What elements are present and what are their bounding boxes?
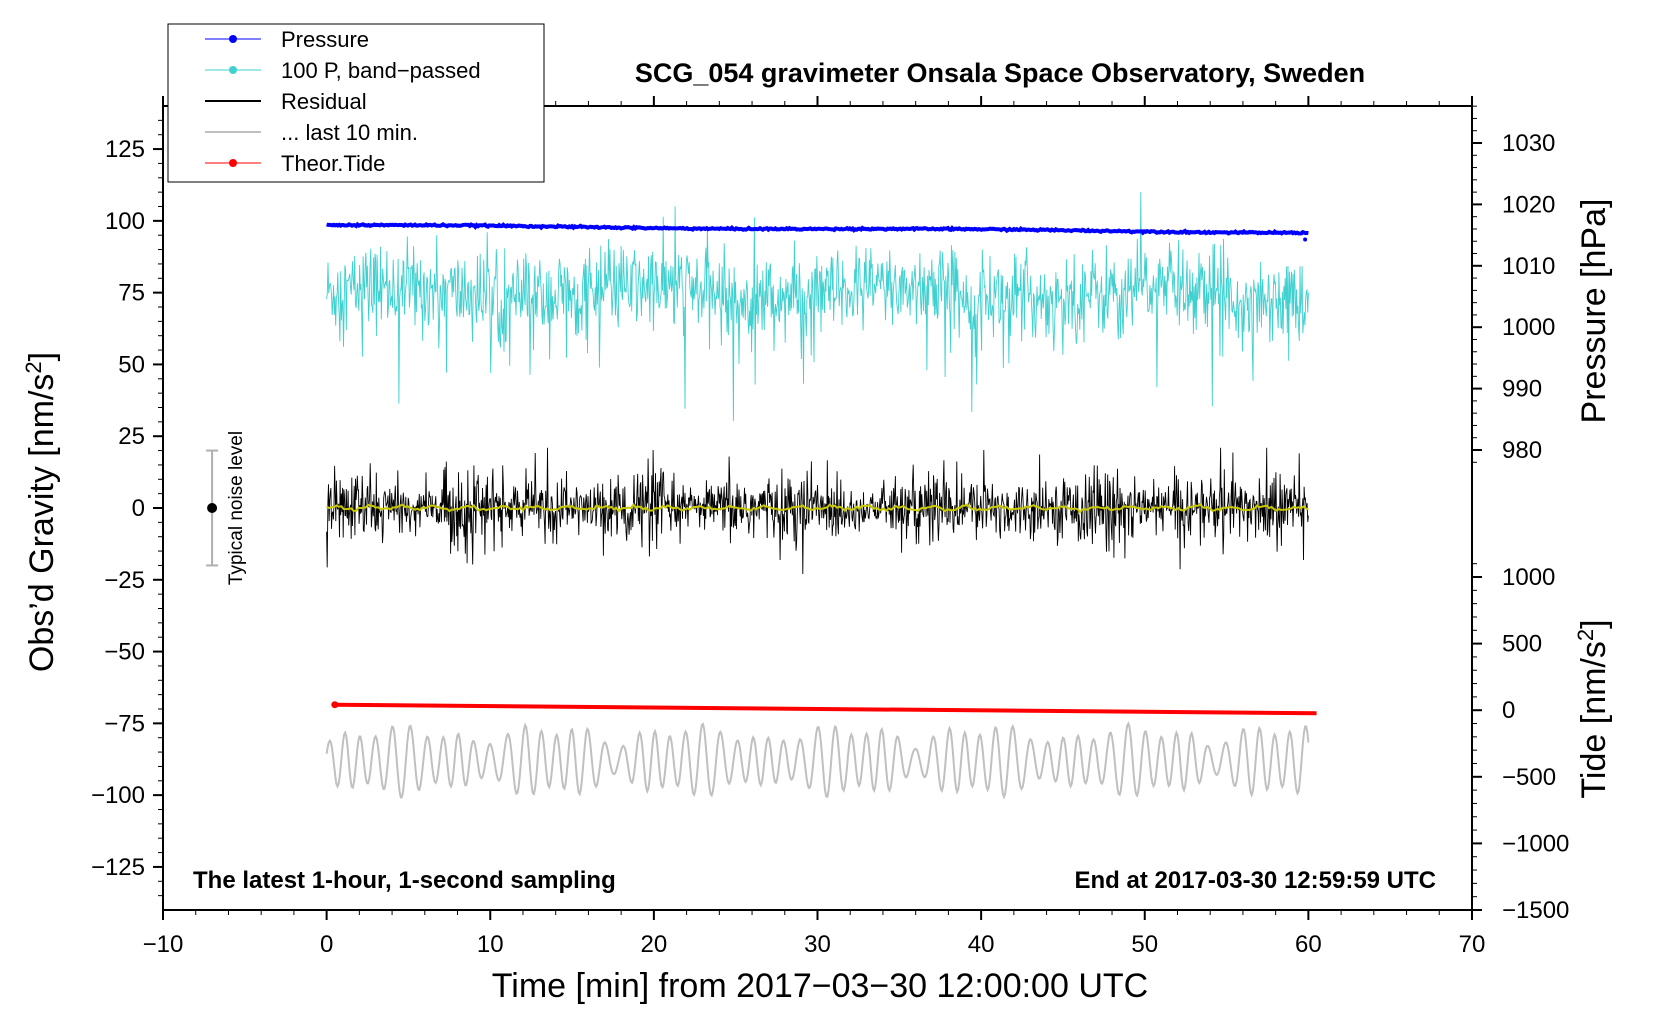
x-axis-ticks: −10 0 10 20 30 40 50 60 70 [143, 96, 1486, 958]
y-left-tick-label: 100 [105, 208, 145, 235]
noise-level-label: Typical noise level [226, 431, 247, 585]
tide-title-main: Tide [nm/s [1575, 641, 1613, 798]
legend-item-residual: Residual [205, 89, 367, 114]
x-tick-label: 60 [1295, 931, 1322, 958]
residual-series [326, 447, 1309, 575]
tide-tick-label: −1500 [1502, 897, 1569, 924]
y-left-tick-label: −25 [104, 567, 145, 594]
y-left-tick-label: −125 [91, 854, 145, 881]
y-left-tick-label: 25 [118, 423, 145, 450]
pressure-series [326, 221, 1309, 242]
pressure-tick-label: 1010 [1502, 253, 1555, 280]
pressure-tick-label: 1000 [1502, 314, 1555, 341]
tide-axis-title: Tide [nm/s2] [1573, 619, 1613, 798]
tide-tick-label: 1000 [1502, 564, 1555, 591]
bandpassed-line [326, 191, 1309, 421]
tide-tick-label: 0 [1502, 697, 1515, 724]
legend-residual-label: Residual [281, 89, 367, 114]
tide-title-sup: 2 [1573, 629, 1598, 641]
pressure-tick-label: 990 [1502, 376, 1542, 403]
x-tick-label: −10 [143, 931, 184, 958]
legend-tide-label: Theor.Tide [281, 151, 385, 176]
x-tick-label: 10 [477, 931, 504, 958]
x-tick-label: 0 [320, 931, 333, 958]
last10-line [325, 721, 1310, 800]
tide-tick-label: −1000 [1502, 830, 1569, 857]
pressure-axis-title: Pressure [hPa] [1575, 199, 1613, 424]
pressure-outlier-dot [1303, 237, 1308, 242]
smoothed-residual-line [326, 503, 1309, 514]
legend-item-last10: ... last 10 min. [205, 120, 418, 145]
pressure-tick-label: 1020 [1502, 191, 1555, 218]
y-left-title-sup: 2 [21, 361, 46, 373]
legend-pressure-dot [229, 35, 237, 43]
legend-tide-dot [229, 159, 237, 167]
note-right: End at 2017-03-30 12:59:59 UTC [1075, 867, 1437, 894]
y-left-tick-label: −75 [104, 710, 145, 737]
y-left-axis-title: Obs’d Gravity [nm/s2] [21, 352, 61, 672]
legend-item-pressure: Pressure [205, 27, 369, 52]
y-left-tick-label: 0 [132, 495, 145, 522]
bandpassed-series [326, 191, 1309, 421]
legend-last10-label: ... last 10 min. [281, 120, 418, 145]
legend-bandpassed-label: 100 P, band−passed [281, 58, 481, 83]
smoothed-residual-series [326, 503, 1309, 514]
note-left: The latest 1-hour, 1-second sampling [193, 867, 616, 894]
legend: Pressure 100 P, band−passed Residual ...… [167, 23, 545, 183]
pressure-axis-ticks: 1030 1020 1010 1000 990 980 [1472, 105, 1555, 464]
tide-title-end: ] [1575, 619, 1613, 628]
x-tick-label: 30 [804, 931, 831, 958]
y-left-tick-label: 75 [118, 280, 145, 307]
x-tick-label: 40 [968, 931, 995, 958]
tide-start-dot [331, 701, 339, 709]
chart-title: SCG_054 gravimeter Onsala Space Observat… [635, 58, 1365, 88]
legend-bandpassed-dot [229, 66, 237, 74]
y-left-tick-label: −50 [104, 639, 145, 666]
tide-tick-label: −500 [1502, 764, 1556, 791]
last10-series [325, 721, 1310, 800]
pressure-tick-label: 980 [1502, 437, 1542, 464]
x-axis-title: Time [min] from 2017−03−30 12:00:00 UTC [492, 967, 1148, 1005]
x-tick-label: 20 [641, 931, 668, 958]
residual-line [326, 447, 1309, 575]
pressure-tick-label: 1030 [1502, 130, 1555, 157]
y-left-title-main: Obs’d Gravity [nm/s [23, 374, 61, 673]
legend-item-bandpassed: 100 P, band−passed [205, 58, 481, 83]
y-left-tick-label: −100 [91, 782, 145, 809]
tide-axis-ticks: 1000 500 0 −500 −1000 −1500 [1472, 563, 1569, 924]
noise-center-dot [207, 503, 218, 513]
tide-tick-label: 500 [1502, 631, 1542, 658]
tide-line [334, 702, 1317, 716]
x-tick-label: 50 [1131, 931, 1158, 958]
legend-item-tide: Theor.Tide [205, 151, 385, 176]
legend-box [167, 23, 545, 183]
pressure-line [326, 221, 1309, 236]
legend-pressure-label: Pressure [281, 27, 369, 52]
y-left-tick-label: 50 [118, 351, 145, 378]
y-left-axis-ticks: 125 100 75 50 25 0 −25 −50 −75 −100 −125 [91, 119, 163, 897]
y-left-title-end: ] [23, 352, 61, 361]
noise-level-marker [206, 449, 219, 567]
tide-series [331, 701, 1317, 716]
y-left-tick-label: 125 [105, 136, 145, 163]
x-tick-label: 70 [1459, 931, 1486, 958]
